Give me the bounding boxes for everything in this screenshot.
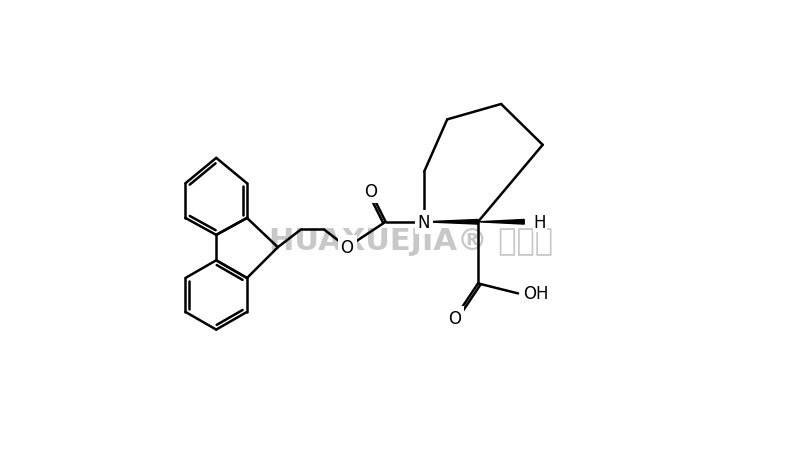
Text: O: O bbox=[341, 238, 354, 257]
Text: N: N bbox=[418, 213, 431, 231]
Text: O: O bbox=[364, 183, 377, 200]
Text: O: O bbox=[448, 309, 461, 327]
Polygon shape bbox=[478, 220, 525, 225]
Polygon shape bbox=[424, 220, 478, 225]
Text: H: H bbox=[533, 213, 546, 231]
Text: OH: OH bbox=[523, 285, 549, 303]
Text: HUAXUEJIA® 化学加: HUAXUEJIA® 化学加 bbox=[269, 226, 553, 255]
